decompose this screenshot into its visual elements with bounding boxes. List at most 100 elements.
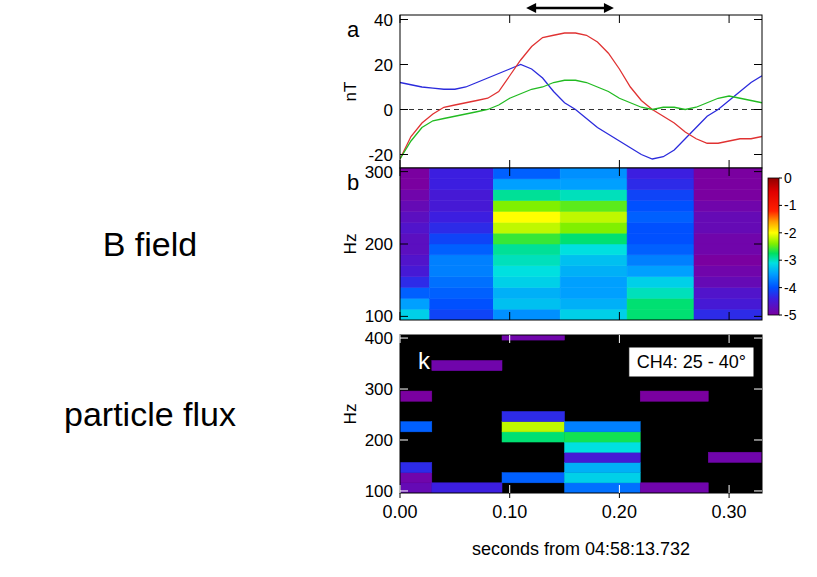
interval-arrow: [532, 7, 608, 10]
y-tick: [754, 316, 762, 317]
heatmap-cell: [694, 222, 762, 233]
x-tick: [619, 15, 620, 23]
heatmap-cell: [430, 298, 494, 309]
y-tick: [400, 338, 408, 339]
side-label: B field: [103, 225, 198, 263]
heatmap-cell: [430, 309, 494, 320]
x-tick: [400, 485, 401, 493]
heatmap-cell: [493, 190, 560, 201]
x-tick: [509, 312, 510, 320]
heatmap-cell: [627, 266, 694, 277]
x-tick: [619, 335, 620, 343]
heatmap-cell: [400, 309, 430, 320]
panel-letter: a: [347, 17, 360, 42]
y-tick-label: 200: [365, 235, 393, 254]
x-tick: [619, 160, 620, 168]
y-tick: [754, 490, 762, 491]
x-tick: [509, 485, 510, 493]
heatmap-cell: [400, 462, 432, 472]
heatmap-cell: [694, 244, 762, 255]
arrow-head: [604, 3, 614, 13]
x-tick: [729, 312, 730, 320]
plot-background: [400, 335, 762, 493]
plot-area: [400, 335, 762, 493]
heatmap-cell: [694, 266, 762, 277]
heatmap-cell: [694, 298, 762, 309]
heatmap-cell: [430, 211, 494, 222]
x-tick: [619, 168, 620, 176]
colorbar-tick: [779, 287, 782, 288]
x-tick: [729, 485, 730, 493]
heatmap-cell: [565, 452, 641, 462]
heatmap-cell: [493, 277, 560, 288]
y-tick-label: 40: [374, 11, 393, 30]
heatmap-cell: [430, 233, 494, 244]
heatmap-cell: [400, 179, 430, 190]
heatmap-cell: [430, 287, 494, 298]
heatmap-cell: [560, 179, 627, 190]
heatmap-cell: [694, 211, 762, 222]
x-tick: [729, 168, 730, 176]
heatmap-cell: [400, 244, 430, 255]
colorbar-tick: [779, 205, 782, 206]
heatmap-cell: [400, 266, 430, 277]
y-tick-label: 400: [365, 329, 393, 348]
heatmap-cell: [560, 298, 627, 309]
heatmap-cell: [708, 452, 762, 462]
heatmap-cell: [560, 201, 627, 212]
heatmap-cell: [560, 168, 627, 179]
line-series: [400, 33, 762, 159]
heatmap-cell: [560, 244, 627, 255]
line-series: [400, 80, 762, 159]
plot-frame: [400, 15, 762, 168]
heatmap-cell: [502, 335, 565, 340]
heatmap-cell: [400, 233, 430, 244]
heatmap-cell: [400, 483, 432, 493]
plot-frame: [400, 168, 762, 320]
heatmap-cell: [694, 255, 762, 266]
y-tick: [754, 64, 762, 65]
heatmap-cell: [430, 179, 494, 190]
heatmap-cell: [430, 255, 494, 266]
y-tick: [754, 154, 762, 155]
heatmap-cell: [493, 201, 560, 212]
heatmap-cell: [430, 201, 494, 212]
heatmap-cell: [493, 179, 560, 190]
plot-area: [400, 168, 762, 320]
heatmap-cell: [560, 266, 627, 277]
x-tick: [400, 160, 401, 168]
heatmap-cell: [627, 277, 694, 288]
heatmap-cell: [400, 255, 430, 266]
y-tick: [400, 316, 408, 317]
heatmap-cell: [400, 391, 432, 401]
y-tick: [754, 171, 762, 172]
x-tick: [400, 335, 401, 343]
heatmap-cell: [430, 277, 494, 288]
x-tick: [619, 485, 620, 493]
heatmap-cell: [432, 360, 502, 370]
heatmap-cell: [694, 168, 762, 179]
heatmap-cell: [627, 222, 694, 233]
heatmap-cell: [430, 168, 494, 179]
heatmap-cell: [565, 422, 641, 432]
x-tick: [509, 335, 510, 343]
y-tick-label: 300: [365, 380, 393, 399]
heatmap-cell: [493, 287, 560, 298]
line-series: [400, 65, 762, 160]
y-tick: [400, 19, 408, 20]
plot-frame: [400, 335, 762, 493]
colorbar-tick: [779, 260, 782, 261]
heatmap-cell: [627, 244, 694, 255]
heatmap-cell: [493, 244, 560, 255]
heatmap-cell: [694, 190, 762, 201]
heatmap-cell: [694, 201, 762, 212]
y-tick: [754, 389, 762, 390]
y-tick-label: 200: [365, 431, 393, 450]
y-axis-title: nT: [341, 82, 360, 102]
x-tick: [509, 493, 510, 498]
y-tick: [400, 244, 408, 245]
heatmap-cell: [493, 211, 560, 222]
heatmap-cell: [694, 233, 762, 244]
colorbar-tick-label: -2: [784, 225, 797, 241]
heatmap-cell: [627, 255, 694, 266]
